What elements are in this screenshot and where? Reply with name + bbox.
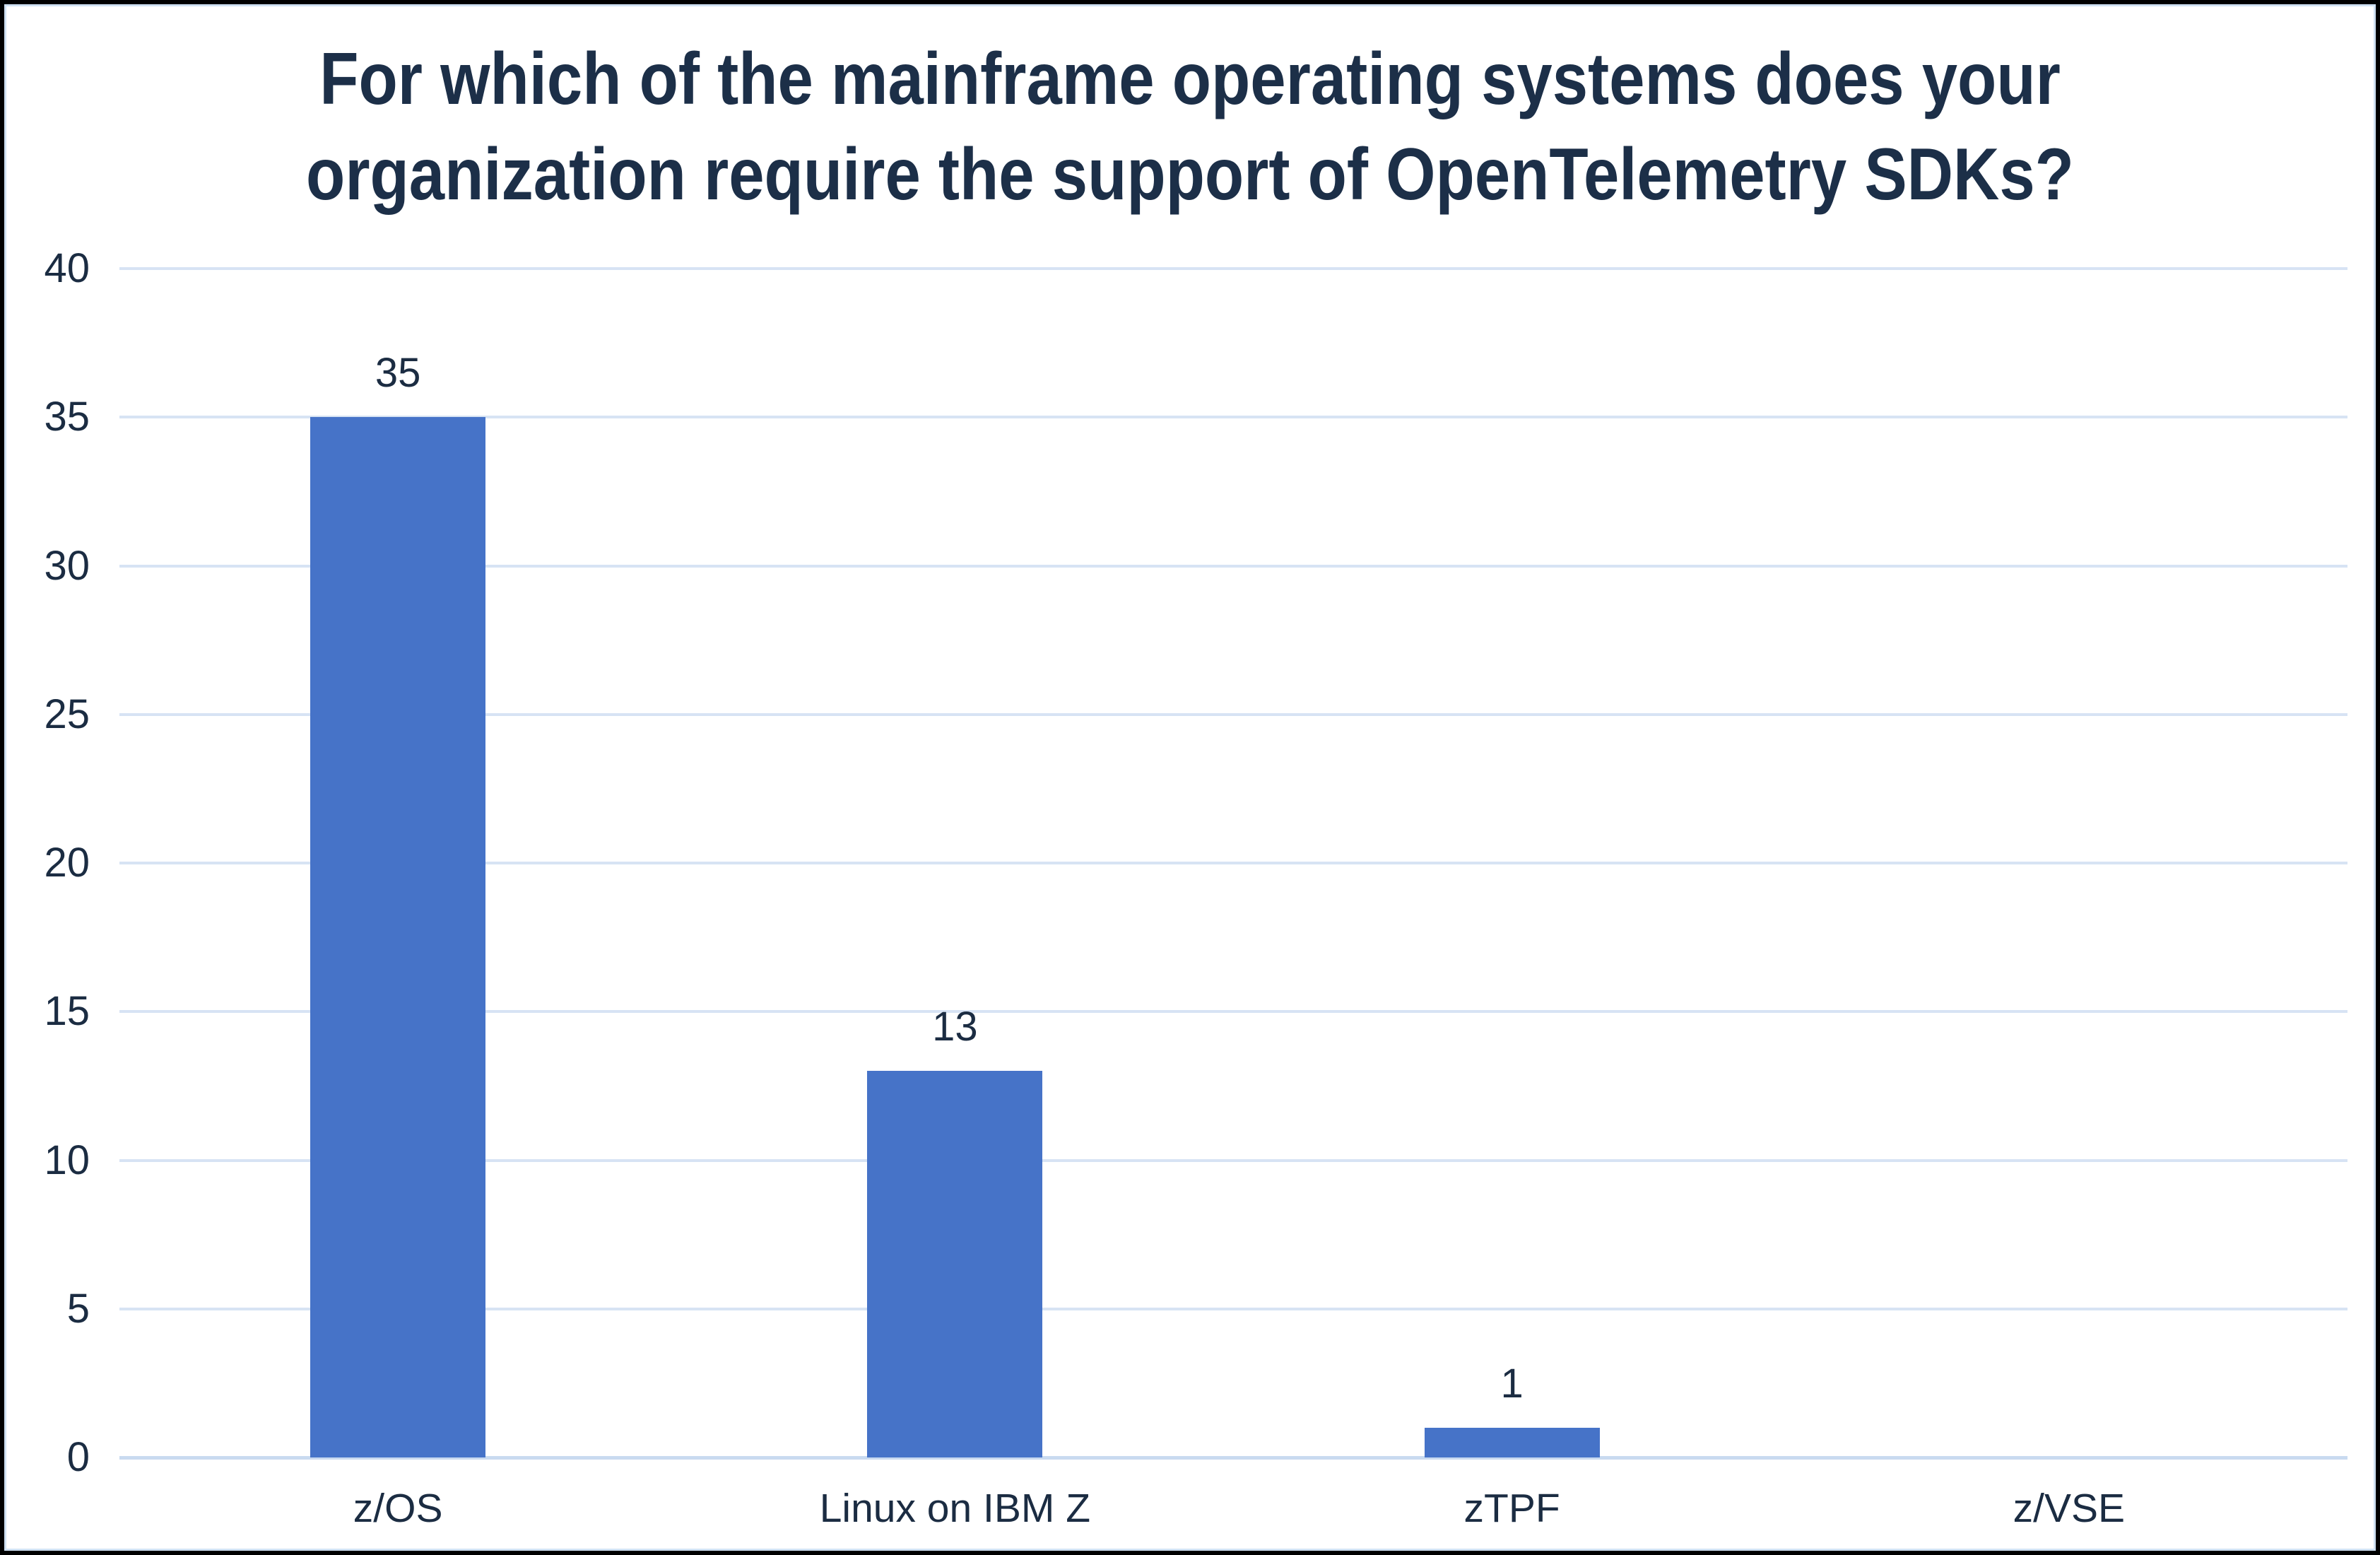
gridline — [119, 416, 2347, 419]
y-axis-tick-label: 30 — [44, 542, 90, 589]
chart-title-line-1: For which of the mainframe operating sys… — [319, 38, 2061, 120]
y-axis-tick-label: 25 — [44, 691, 90, 737]
y-axis-tick-label: 40 — [44, 245, 90, 291]
bar — [310, 417, 486, 1457]
y-axis-tick-label: 5 — [66, 1285, 90, 1332]
chart-border: For which of the mainframe operating sys… — [4, 4, 2376, 1551]
gridline — [119, 564, 2347, 568]
x-axis-category-label: Linux on IBM Z — [819, 1486, 1091, 1531]
y-axis-tick-label: 10 — [44, 1137, 90, 1183]
x-axis-line — [119, 1456, 2347, 1460]
bar — [1424, 1427, 1600, 1457]
gridline — [119, 862, 2347, 864]
x-axis-category-label: z/VSE — [2013, 1486, 2126, 1531]
gridline — [119, 267, 2347, 270]
y-axis-tick-label: 20 — [44, 840, 90, 886]
bar-value-label: 13 — [932, 1004, 978, 1050]
chart-title: For which of the mainframe operating sys… — [160, 32, 2220, 223]
gridline — [119, 1307, 2347, 1310]
chart-title-line-2: organization require the support of Open… — [306, 134, 2074, 216]
gridline — [119, 1010, 2347, 1014]
y-axis-tick-label: 0 — [66, 1434, 90, 1480]
bar-value-label: 1 — [1500, 1360, 1524, 1407]
bar-value-label: 35 — [375, 350, 421, 397]
x-axis-category-label: z/OS — [353, 1486, 443, 1531]
y-axis-tick-label: 15 — [44, 988, 90, 1035]
bar — [867, 1071, 1043, 1457]
y-axis-tick-label: 35 — [44, 394, 90, 440]
gridline — [119, 1158, 2347, 1162]
plot-area: 0 5 10 15 20 25 30 35 40 35 z/OS 13 Linux on IBM Z 1 z… — [6, 6, 2374, 1549]
x-axis-category-label: zTPF — [1463, 1486, 1560, 1531]
gridline — [119, 712, 2347, 716]
